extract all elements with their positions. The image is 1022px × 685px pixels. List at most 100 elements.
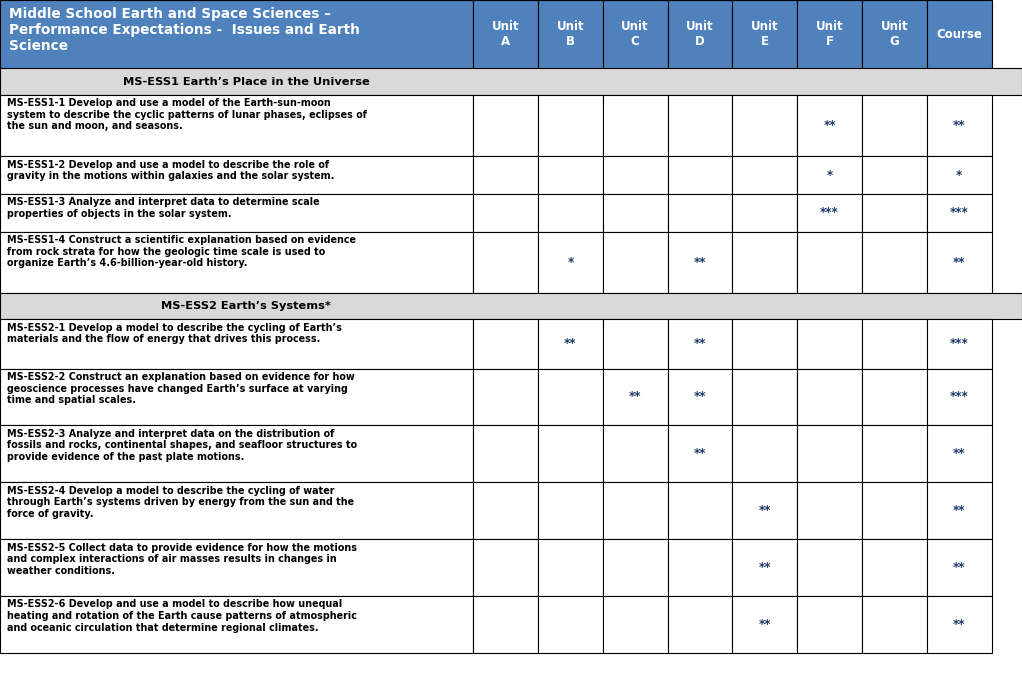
Bar [797,482,862,539]
Text: **: ** [953,119,966,132]
Bar [862,425,927,482]
Bar [862,482,927,539]
Bar [667,596,733,653]
Bar [797,232,862,293]
Bar [603,319,667,369]
Text: **: ** [629,390,642,403]
Bar [538,539,603,596]
Bar [667,0,733,68]
Bar [667,369,733,425]
Bar [733,232,797,293]
Text: ***: *** [821,206,839,219]
Bar [667,194,733,232]
Bar [473,539,538,596]
Bar [862,232,927,293]
Bar [797,596,862,653]
Bar [927,95,991,156]
Bar [733,539,797,596]
Bar [862,596,927,653]
Text: MS-ESS1-3 Analyze and interpret data to determine scale
properties of objects in: MS-ESS1-3 Analyze and interpret data to … [7,197,320,219]
Bar [603,95,667,156]
Bar [797,0,862,68]
Bar [473,232,538,293]
Bar [0,0,473,68]
Bar [927,596,991,653]
Text: **: ** [694,256,706,269]
Bar [473,425,538,482]
Bar [927,156,991,194]
Bar [733,194,797,232]
Text: **: ** [824,119,836,132]
Text: ***: *** [949,338,969,350]
Text: **: ** [758,561,771,574]
Bar [473,156,538,194]
Text: Middle School Earth and Space Sciences –
Performance Expectations -  Issues and : Middle School Earth and Space Sciences –… [9,7,360,53]
Bar [0,68,1022,95]
Bar [0,194,473,232]
Text: MS-ESS1 Earth’s Place in the Universe: MS-ESS1 Earth’s Place in the Universe [123,77,369,86]
Bar [538,232,603,293]
Text: MS-ESS1-2 Develop and use a model to describe the role of
gravity in the motions: MS-ESS1-2 Develop and use a model to des… [7,160,334,182]
Bar [603,425,667,482]
Bar [538,482,603,539]
Text: Unit
D: Unit D [686,21,713,48]
Bar [603,539,667,596]
Bar [0,156,473,194]
Bar [797,95,862,156]
Bar [927,425,991,482]
Text: ***: *** [949,206,969,219]
Text: **: ** [953,618,966,631]
Bar [733,319,797,369]
Bar [538,95,603,156]
Text: MS-ESS2-4 Develop a model to describe the cycling of water
through Earth’s syste: MS-ESS2-4 Develop a model to describe th… [7,486,355,519]
Text: **: ** [953,447,966,460]
Bar [927,482,991,539]
Text: **: ** [953,504,966,517]
Text: **: ** [694,390,706,403]
Bar [797,156,862,194]
Text: Unit
G: Unit G [881,21,909,48]
Bar [667,482,733,539]
Bar [538,194,603,232]
Bar [667,539,733,596]
Bar [733,596,797,653]
Bar [0,482,473,539]
Text: Course: Course [936,28,982,40]
Text: MS-ESS2 Earth’s Systems*: MS-ESS2 Earth’s Systems* [161,301,331,311]
Bar [473,194,538,232]
Text: **: ** [953,561,966,574]
Bar [0,232,473,293]
Text: Unit
B: Unit B [557,21,585,48]
Bar [667,156,733,194]
Bar [927,194,991,232]
Text: MS-ESS2-1 Develop a model to describe the cycling of Earth’s
materials and the f: MS-ESS2-1 Develop a model to describe th… [7,323,342,345]
Bar [733,156,797,194]
Bar [538,596,603,653]
Text: MS-ESS2-3 Analyze and interpret data on the distribution of
fossils and rocks, c: MS-ESS2-3 Analyze and interpret data on … [7,429,358,462]
Text: ***: *** [949,390,969,403]
Bar [473,482,538,539]
Text: **: ** [694,338,706,350]
Bar [0,425,473,482]
Text: Unit
A: Unit A [492,21,519,48]
Text: *: * [956,169,963,182]
Bar [603,194,667,232]
Bar [538,0,603,68]
Bar [797,425,862,482]
Text: Unit
C: Unit C [621,21,649,48]
Bar [603,482,667,539]
Text: Unit
E: Unit E [751,21,779,48]
Bar [0,539,473,596]
Bar [473,0,538,68]
Text: MS-ESS2-2 Construct an explanation based on evidence for how
geoscience processe: MS-ESS2-2 Construct an explanation based… [7,372,355,405]
Bar [733,369,797,425]
Bar [862,194,927,232]
Bar [667,425,733,482]
Bar [862,0,927,68]
Bar [733,0,797,68]
Bar [603,232,667,293]
Bar [538,319,603,369]
Bar [797,319,862,369]
Text: **: ** [758,504,771,517]
Text: Unit
F: Unit F [816,21,843,48]
